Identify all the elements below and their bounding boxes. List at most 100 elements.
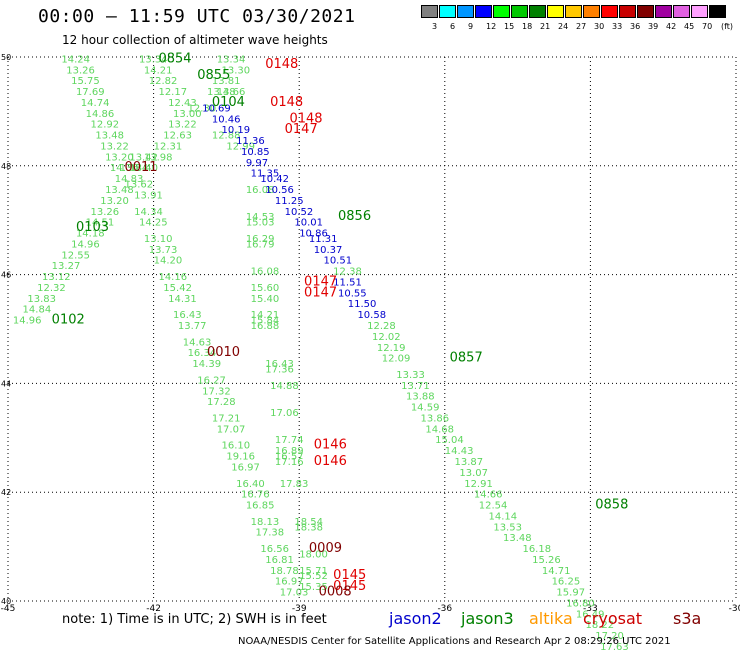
- swh-value: 16.27: [197, 375, 226, 386]
- swh-value: 11.36: [236, 136, 265, 147]
- swh-value: 11.25: [275, 196, 304, 207]
- swh-value: 12.91: [464, 479, 493, 490]
- pass-time-label: 0011: [124, 160, 157, 175]
- swh-value: 10.01: [294, 218, 323, 229]
- swh-value: 15.71: [299, 566, 328, 577]
- swh-value: 13.53: [493, 522, 522, 533]
- swh-value: 13.00: [173, 109, 202, 120]
- pass-time-label: 0147: [285, 122, 318, 137]
- swh-value: 14.34: [134, 207, 163, 218]
- swh-value: 16.97: [275, 577, 304, 588]
- swh-value: 12.99: [226, 141, 255, 152]
- swh-value: 14.31: [168, 294, 197, 305]
- swh-value: 13.84: [120, 163, 149, 174]
- satellite-s3a: s3a: [673, 609, 702, 628]
- swh-value: 12.28: [367, 321, 396, 332]
- swh-value: 13.77: [178, 321, 207, 332]
- legend-swatch: [457, 5, 474, 18]
- swh-value: 16.88: [251, 321, 280, 332]
- swh-value: 10.85: [241, 147, 270, 158]
- legend-label: 36: [630, 22, 641, 31]
- pass-time-label: 0008: [319, 585, 352, 600]
- legend-swatch: [673, 5, 690, 18]
- swh-value: 17.69: [76, 87, 105, 98]
- legend-swatch: [493, 5, 510, 18]
- swh-value: 15.42: [163, 283, 192, 294]
- swh-value: 16.80: [566, 598, 595, 609]
- swh-value: 12.43: [168, 98, 197, 109]
- swh-value: 17.03: [280, 588, 309, 599]
- satellite-cryosat: cryosat: [583, 609, 643, 628]
- satellite-jason3: jason3: [461, 609, 514, 628]
- swh-value: 18.78: [270, 566, 299, 577]
- swh-value: 16.79: [246, 239, 275, 250]
- swh-value: 11.31: [309, 234, 338, 245]
- x-tick-label: -45: [1, 604, 16, 614]
- swh-value: 14.96: [71, 239, 100, 250]
- legend-swatch: [529, 5, 546, 18]
- swh-value: 16.43: [173, 310, 202, 321]
- swh-value: 17.38: [256, 528, 285, 539]
- swh-value: 17.63: [600, 642, 629, 650]
- swh-value: 13.34: [217, 54, 246, 65]
- swh-value: 10.42: [260, 174, 289, 185]
- swh-value: 10.69: [202, 103, 231, 114]
- swh-value: 15.75: [71, 76, 100, 87]
- legend-swatch: [547, 5, 564, 18]
- pass-time-label: 0854: [158, 51, 191, 66]
- swh-value: 18.54: [294, 517, 323, 528]
- legend-swatch: [655, 5, 672, 18]
- swh-value: 15.26: [532, 555, 561, 566]
- swh-value: 12.54: [479, 501, 508, 512]
- credit-line: NOAA/NESDIS Center for Satellite Applica…: [238, 636, 671, 647]
- swh-value: 13.48: [95, 131, 124, 142]
- legend-swatch: [691, 5, 708, 18]
- swh-value: 18.13: [251, 517, 280, 528]
- swh-value: 13.66: [217, 87, 246, 98]
- pass-time-label: 0146: [314, 454, 347, 469]
- swh-value: 13.48: [503, 533, 532, 544]
- legend-label: 30: [594, 22, 605, 31]
- legend-swatch: [421, 5, 438, 18]
- pass-time-label: 0145: [333, 568, 366, 583]
- swh-value: 14.43: [445, 446, 474, 457]
- pass-time-label: 0858: [595, 498, 628, 513]
- swh-value: 16.81: [265, 555, 294, 566]
- swh-value: 16.76: [241, 490, 270, 501]
- swh-value: 13.26: [66, 65, 95, 76]
- legend-label: 24: [558, 22, 569, 31]
- swh-value: 16.49: [576, 609, 605, 620]
- swh-value: 14.16: [158, 272, 187, 283]
- swh-value: 18.38: [294, 522, 323, 533]
- pass-time-label: 0103: [76, 220, 109, 235]
- pass-time-label: 0147: [304, 274, 337, 289]
- legend-label: 21: [540, 22, 551, 31]
- legend-label: 15: [504, 22, 515, 31]
- legend-label: 27: [576, 22, 587, 31]
- swh-value: 10.55: [338, 288, 367, 299]
- pass-time-label: 0148: [270, 95, 303, 110]
- swh-value: 13.12: [42, 272, 71, 283]
- swh-value: 15.04: [435, 435, 464, 446]
- swh-value: 12.32: [37, 283, 66, 294]
- pass-time-label: 0148: [265, 57, 298, 72]
- swh-value: 12.55: [61, 250, 90, 261]
- swh-value: 13.71: [401, 381, 430, 392]
- pass-time-label: 0148: [289, 111, 322, 126]
- swh-value: 17.16: [275, 457, 304, 468]
- legend-unit: (ft): [721, 22, 734, 31]
- swh-value: 13.22: [100, 141, 129, 152]
- y-tick-label: 46: [1, 271, 11, 280]
- swh-value: 16.08: [246, 185, 275, 196]
- swh-value: 17.06: [270, 408, 299, 419]
- legend-label: 9: [468, 22, 474, 31]
- legend-swatch: [439, 5, 456, 18]
- swh-value: 16.18: [522, 544, 551, 555]
- swh-value: 16.40: [236, 479, 265, 490]
- swh-value: 19.16: [226, 452, 255, 463]
- pass-time-label: 0009: [309, 541, 342, 556]
- swh-value: 10.46: [212, 114, 241, 125]
- legend-label: 42: [666, 22, 677, 31]
- legend-label: 70: [702, 22, 713, 31]
